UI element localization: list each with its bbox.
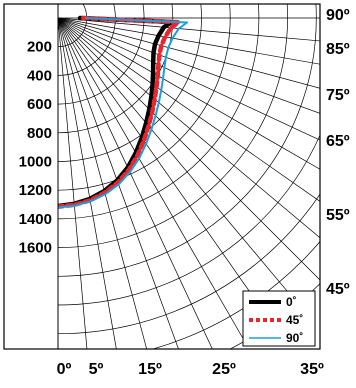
angular-gridline bbox=[58, 17, 273, 324]
angular-gridline bbox=[58, 17, 320, 114]
angle-tick-labels: 90º 85º 75º 65º 55º 45º bbox=[326, 7, 350, 298]
angle-label-bottom: 5º bbox=[89, 361, 104, 378]
series-curve bbox=[58, 17, 189, 209]
angular-gridline bbox=[58, 17, 320, 89]
angle-label-bottom: 15º bbox=[138, 361, 162, 378]
radial-tick-label: 800 bbox=[27, 125, 52, 142]
series-layer bbox=[58, 15, 189, 209]
angle-label-right: 45º bbox=[326, 281, 350, 298]
legend-label-0deg: 0˚ bbox=[286, 295, 297, 309]
angle-label-right: 90º bbox=[326, 7, 350, 24]
radial-tick-label: 1200 bbox=[19, 182, 52, 199]
legend: 0˚ 45˚ 90˚ bbox=[242, 290, 316, 347]
legend-label-90deg: 90˚ bbox=[286, 331, 303, 345]
angular-gridline bbox=[58, 17, 320, 202]
angular-gridline bbox=[58, 17, 299, 305]
angle-label-bottom: 0º bbox=[57, 361, 72, 378]
angular-gridline bbox=[58, 17, 213, 349]
angular-gridline bbox=[58, 17, 320, 170]
radial-tick-label: 600 bbox=[27, 96, 52, 113]
legend-label-45deg: 45˚ bbox=[286, 313, 303, 327]
radial-tick-label: 1000 bbox=[19, 154, 52, 171]
angular-gridline bbox=[58, 17, 148, 349]
angular-gridline bbox=[58, 17, 320, 281]
radial-tick-labels: 200 400 600 800 1000 1200 1400 1600 bbox=[19, 39, 52, 257]
angular-gridline bbox=[58, 17, 245, 342]
angular-gridline bbox=[58, 17, 320, 42]
radial-tick-label: 200 bbox=[27, 39, 52, 56]
angular-gridline bbox=[58, 17, 179, 349]
series-curve bbox=[58, 15, 181, 209]
angle-label-bottom: 25º bbox=[212, 361, 236, 378]
angle-label-bottom: 35º bbox=[300, 361, 324, 378]
angle-label-right: 85º bbox=[326, 41, 350, 58]
plot-frame bbox=[3, 3, 321, 350]
angle-label-right: 65º bbox=[326, 133, 350, 150]
angular-gridline bbox=[58, 17, 320, 239]
angular-gridline bbox=[58, 17, 320, 141]
bottom-angle-labels: 0º 5º 15º 25º 35º bbox=[57, 361, 324, 378]
angular-gridlines bbox=[58, 17, 320, 349]
angle-label-right: 75º bbox=[326, 87, 350, 104]
radial-gridline bbox=[58, 4, 145, 105]
radial-tick-label: 400 bbox=[27, 67, 52, 84]
radial-tick-label: 1600 bbox=[19, 240, 52, 257]
angle-label-right: 55º bbox=[326, 207, 350, 224]
radial-tick-label: 1400 bbox=[19, 211, 52, 228]
angular-gridline bbox=[58, 17, 320, 65]
